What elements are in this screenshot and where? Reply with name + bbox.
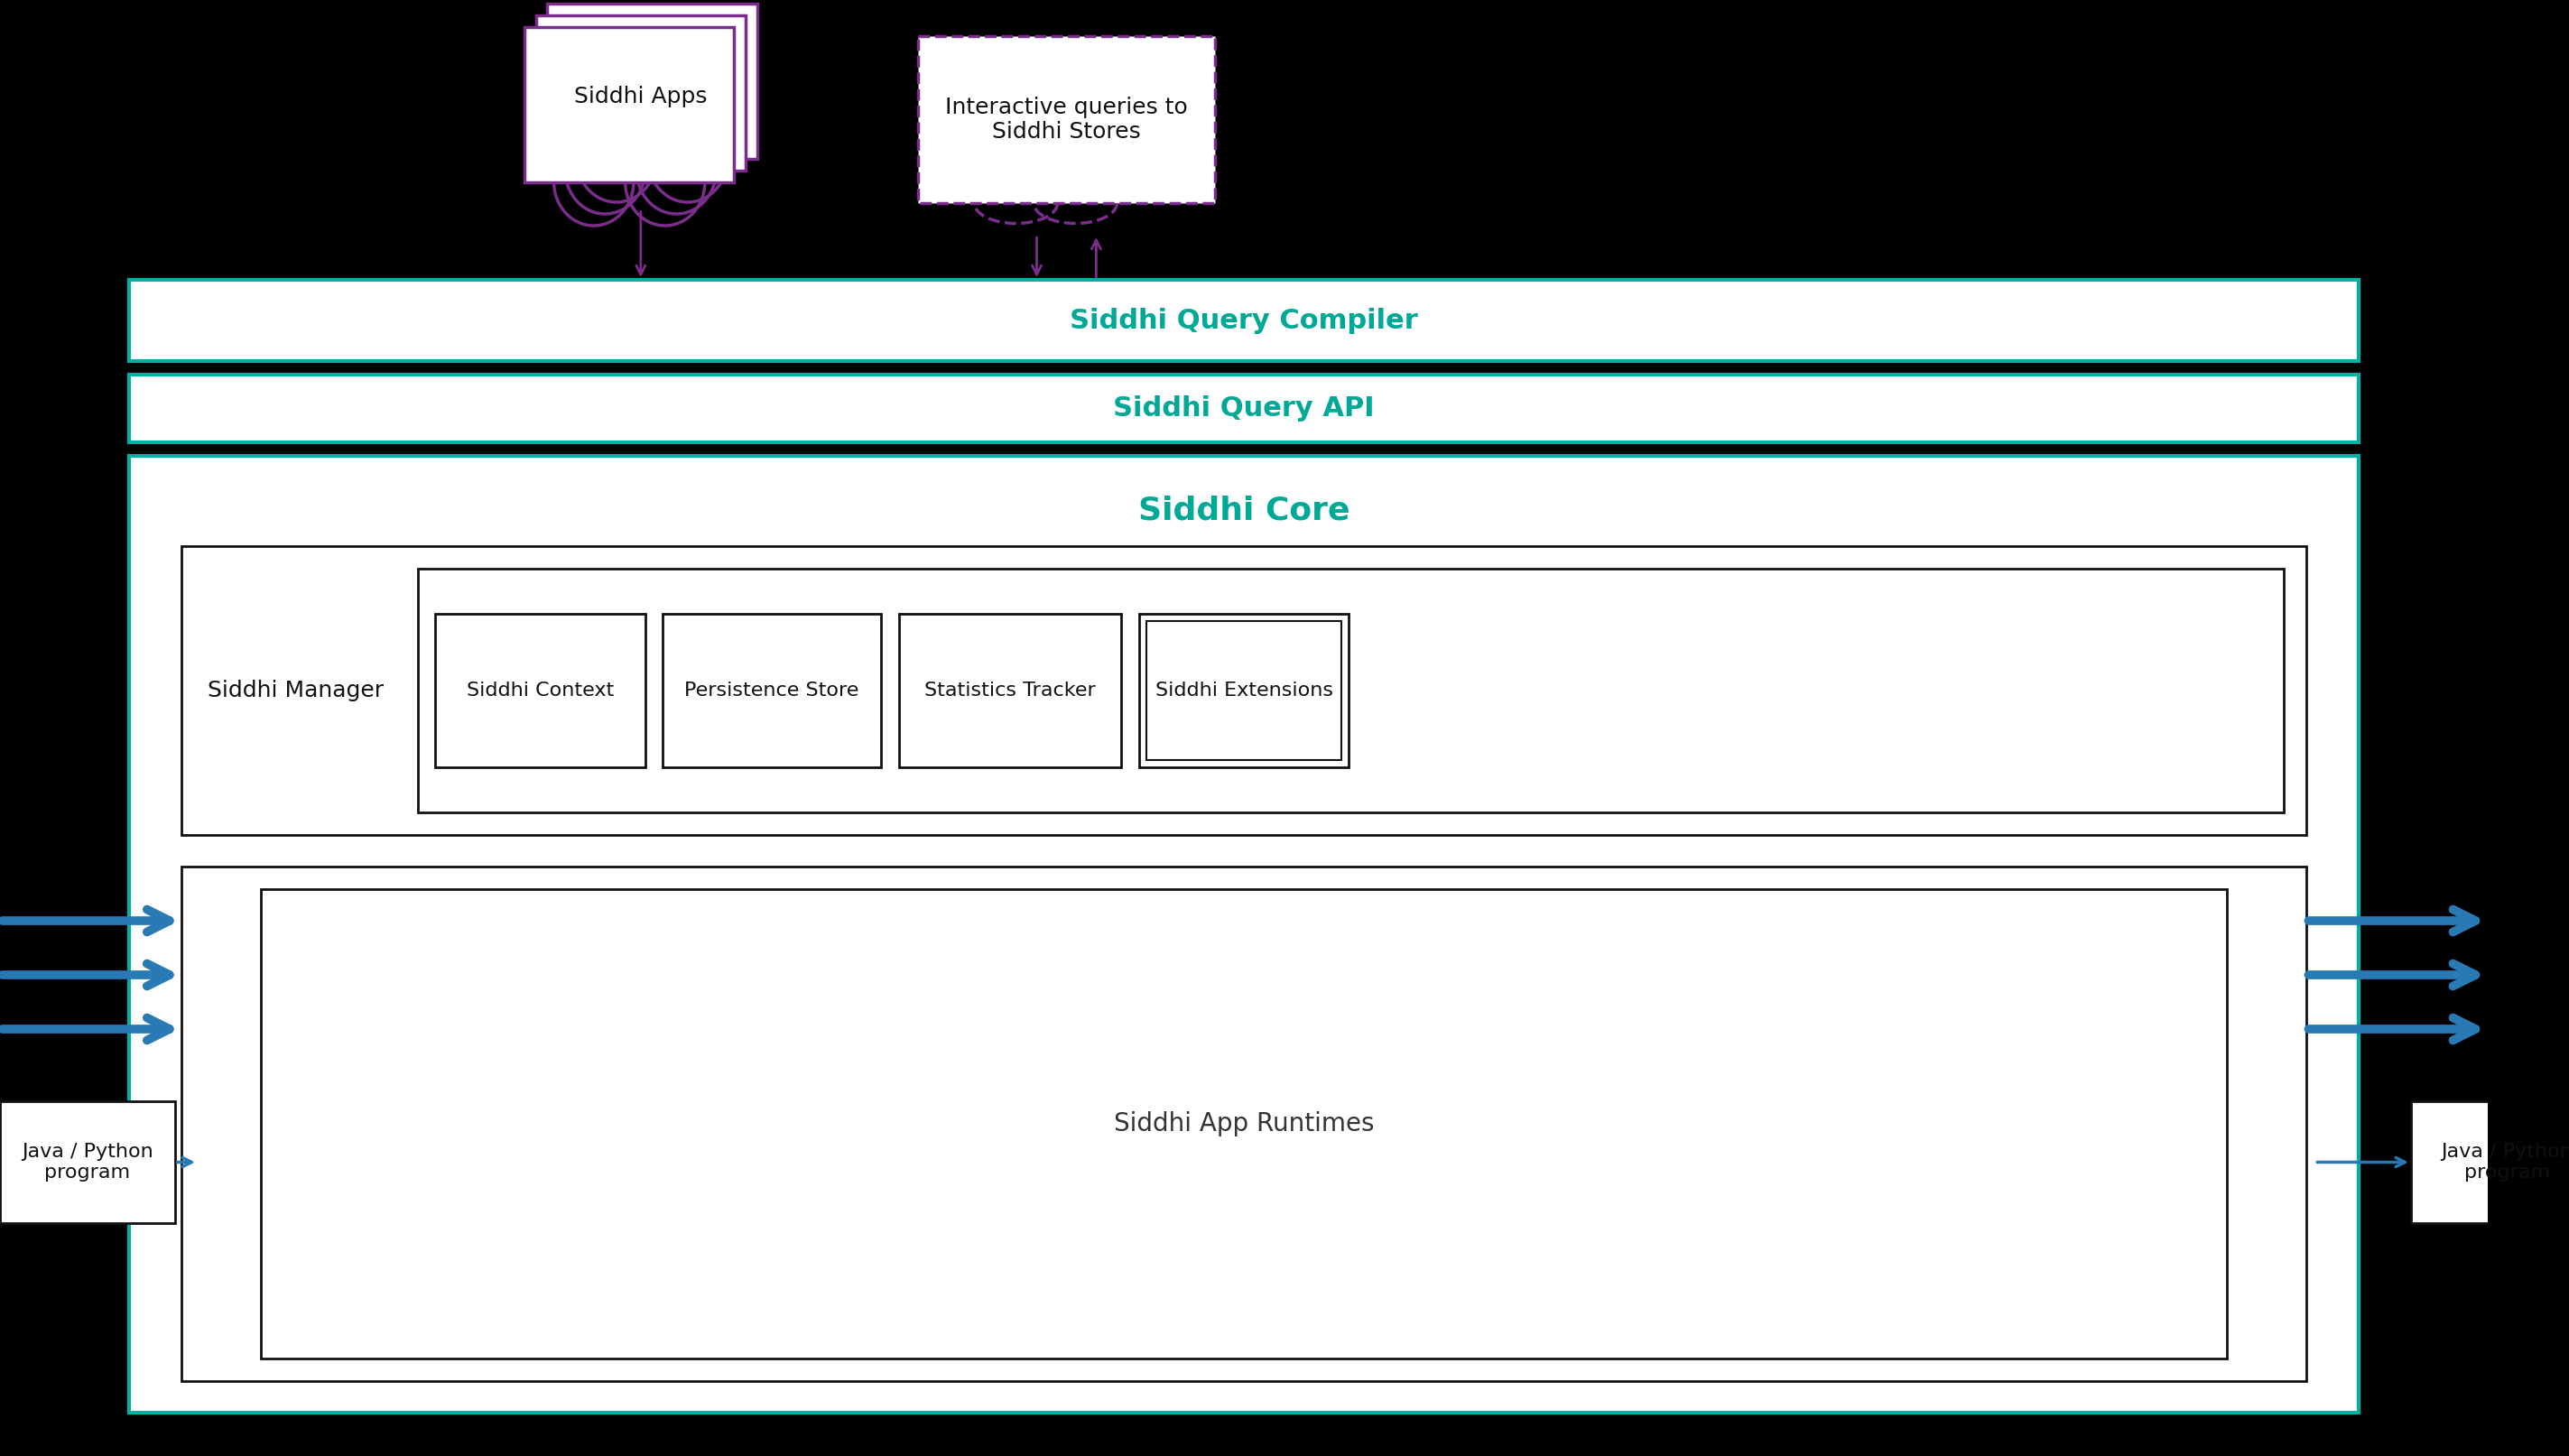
Bar — [663, 614, 881, 767]
Text: Statistics Tracker: Statistics Tracker — [925, 681, 1097, 699]
Bar — [128, 456, 2358, 1412]
Bar — [0, 1101, 175, 1223]
Bar — [128, 280, 2358, 361]
Bar — [190, 875, 2299, 1373]
Bar — [198, 882, 2292, 1364]
Bar — [259, 890, 2227, 1358]
Bar — [524, 28, 735, 182]
Bar — [1138, 614, 1349, 767]
Bar — [182, 866, 2307, 1382]
Text: Persistence Store: Persistence Store — [683, 681, 858, 699]
Text: Interactive queries to
Siddhi Stores: Interactive queries to Siddhi Stores — [945, 96, 1187, 143]
Text: Siddhi Context: Siddhi Context — [468, 681, 614, 699]
Bar — [128, 374, 2358, 443]
Text: Java / Python
program: Java / Python program — [2441, 1143, 2569, 1182]
Text: Siddhi App Runtimes: Siddhi App Runtimes — [1115, 1111, 1374, 1137]
Text: Siddhi Query Compiler: Siddhi Query Compiler — [1069, 307, 1418, 333]
Bar — [419, 569, 2284, 812]
Text: Siddhi Manager: Siddhi Manager — [208, 680, 383, 702]
Bar — [537, 16, 745, 170]
Text: Siddhi Apps: Siddhi Apps — [575, 86, 706, 108]
Text: Siddhi Query API: Siddhi Query API — [1112, 396, 1374, 422]
Bar — [182, 546, 2307, 834]
Bar — [547, 3, 758, 159]
Bar — [917, 36, 1215, 202]
Text: Siddhi Core: Siddhi Core — [1138, 495, 1349, 526]
Bar — [899, 614, 1123, 767]
Bar — [434, 614, 645, 767]
Bar — [1146, 622, 1341, 760]
Text: Java / Python
program: Java / Python program — [21, 1143, 154, 1182]
Text: Siddhi Extensions: Siddhi Extensions — [1156, 681, 1333, 699]
Bar — [2410, 1101, 2569, 1223]
